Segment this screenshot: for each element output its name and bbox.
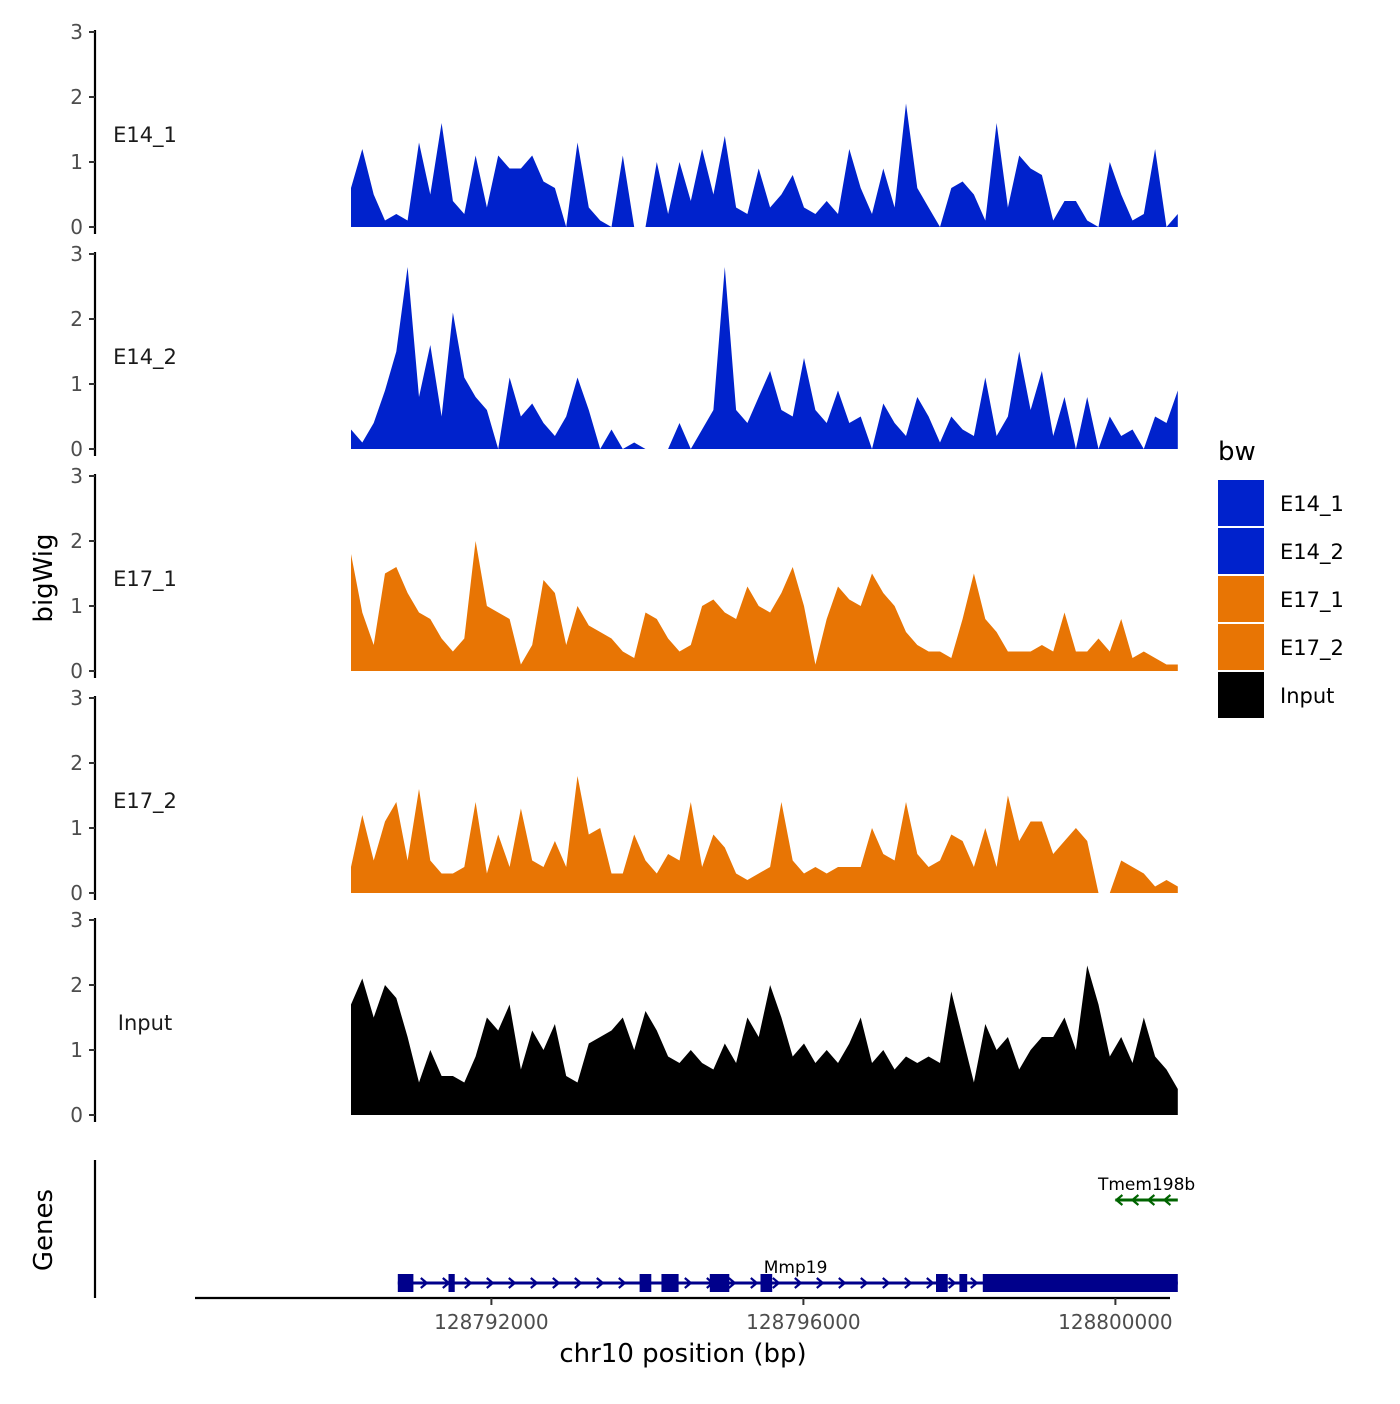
strand-chevron	[1114, 1194, 1124, 1206]
y-tick-label: 3	[70, 464, 83, 488]
legend-label-E14_2: E14_2	[1280, 540, 1344, 565]
legend: bw E14_1 E14_2 E17_1 E17_2 Input	[1218, 437, 1344, 718]
area-E14_2	[351, 267, 1178, 449]
x-tick-label: 128796000	[746, 1310, 861, 1334]
strand-chevron	[1130, 1194, 1140, 1206]
exon	[760, 1274, 773, 1292]
legend-label-E17_1: E17_1	[1280, 588, 1344, 613]
strand-chevron	[772, 1277, 781, 1289]
panel-label-E17_1: E17_1	[113, 567, 177, 592]
strand-chevron	[464, 1277, 473, 1289]
exon	[448, 1274, 455, 1292]
y-tick-label: 2	[70, 529, 83, 553]
gene-label: Mmp19	[764, 1258, 828, 1278]
legend-swatch-E14_1	[1218, 480, 1264, 526]
y-tick-label: 1	[70, 1038, 83, 1062]
y-tick-label: 1	[70, 372, 83, 396]
track-Input: 0 1 2 3 Input	[70, 908, 1178, 1127]
strand-chevron	[926, 1277, 935, 1289]
y-tick-label: 3	[70, 242, 83, 266]
legend-swatch-E17_2	[1218, 624, 1264, 670]
legend-swatch-Input	[1218, 672, 1264, 718]
track-E14_2: 0 1 2 3 E14_2	[70, 242, 1178, 461]
y-tick-label: 0	[70, 881, 83, 905]
y-tick-label: 2	[70, 85, 83, 109]
legend-title: bw	[1218, 437, 1256, 467]
strand-chevron	[552, 1277, 561, 1289]
panel-label-E17_2: E17_2	[113, 789, 177, 814]
strand-chevron	[728, 1277, 737, 1289]
track-E17_1: 0 1 2 3 E17_1	[70, 464, 1178, 683]
y-tick-label: 3	[70, 686, 83, 710]
track-E17_2: 0 1 2 3 E17_2	[70, 686, 1178, 905]
genes-axis-title: Genes	[29, 1189, 59, 1271]
y-tick-label: 0	[70, 1103, 83, 1127]
strand-chevron	[530, 1277, 539, 1289]
strand-chevron	[508, 1277, 517, 1289]
legend-swatch-E17_1	[1218, 576, 1264, 622]
gene-Tmem198b: Tmem198b	[1097, 1175, 1195, 1206]
strand-chevron	[420, 1277, 429, 1289]
area-E14_1	[351, 103, 1178, 227]
gene-Mmp19: Mmp19	[397, 1258, 1178, 1292]
y-tick-label: 3	[70, 908, 83, 932]
x-axis-title: chr10 position (bp)	[559, 1339, 806, 1369]
strand-chevron	[574, 1277, 583, 1289]
strand-chevron	[904, 1277, 913, 1289]
strand-chevron	[794, 1277, 803, 1289]
gene-label: Tmem198b	[1097, 1175, 1195, 1195]
x-tick-label: 128792000	[434, 1310, 549, 1334]
legend-label-E17_2: E17_2	[1280, 636, 1344, 661]
area-E17_2	[351, 776, 1178, 893]
y-tick-label: 0	[70, 215, 83, 239]
panel-label-E14_1: E14_1	[113, 123, 177, 148]
y-tick-label: 1	[70, 150, 83, 174]
exon	[639, 1274, 652, 1292]
y-tick-label: 1	[70, 594, 83, 618]
x-tick-label: 128800000	[1058, 1310, 1173, 1334]
strand-chevron	[948, 1277, 957, 1289]
strand-chevron	[1146, 1194, 1156, 1206]
strand-chevron	[882, 1277, 891, 1289]
panel-label-Input: Input	[118, 1011, 172, 1035]
strand-chevron	[596, 1277, 605, 1289]
x-axis: 128792000 128796000 128800000	[195, 1296, 1173, 1334]
exon	[936, 1274, 948, 1292]
strand-chevron	[618, 1277, 627, 1289]
track-panels: 0 1 2 3 E14_1 0 1 2 3 E14_2 0 1 2 3 E17_1 0 1 2 3 E17_2 0 1 2 3…	[70, 20, 1178, 1127]
exon	[709, 1274, 730, 1292]
y-tick-label: 2	[70, 973, 83, 997]
strand-chevron	[816, 1277, 825, 1289]
strand-chevron	[1162, 1194, 1172, 1206]
y-tick-label: 2	[70, 751, 83, 775]
exon	[397, 1274, 414, 1292]
strand-chevron	[750, 1277, 759, 1289]
strand-chevron	[970, 1277, 979, 1289]
track-E14_1: 0 1 2 3 E14_1	[70, 20, 1178, 239]
strand-chevron	[684, 1277, 693, 1289]
legend-label-Input: Input	[1280, 684, 1334, 708]
strand-chevron	[838, 1277, 847, 1289]
y-tick-label: 0	[70, 437, 83, 461]
strand-chevron	[860, 1277, 869, 1289]
y-tick-label: 2	[70, 307, 83, 331]
y-tick-label: 1	[70, 816, 83, 840]
legend-swatch-E14_2	[1218, 528, 1264, 574]
area-Input	[351, 965, 1178, 1115]
exon	[982, 1274, 1178, 1292]
legend-label-E14_1: E14_1	[1280, 492, 1344, 517]
panel-label-E14_2: E14_2	[113, 345, 177, 370]
exon	[661, 1274, 679, 1292]
y-axis-title: bigWig	[29, 533, 59, 622]
y-tick-label: 3	[70, 20, 83, 44]
strand-chevron	[486, 1277, 495, 1289]
exon	[959, 1274, 968, 1292]
y-tick-label: 0	[70, 659, 83, 683]
genes-panel: Mmp19 Tmem198b	[93, 1160, 1195, 1298]
area-E17_1	[351, 541, 1178, 671]
